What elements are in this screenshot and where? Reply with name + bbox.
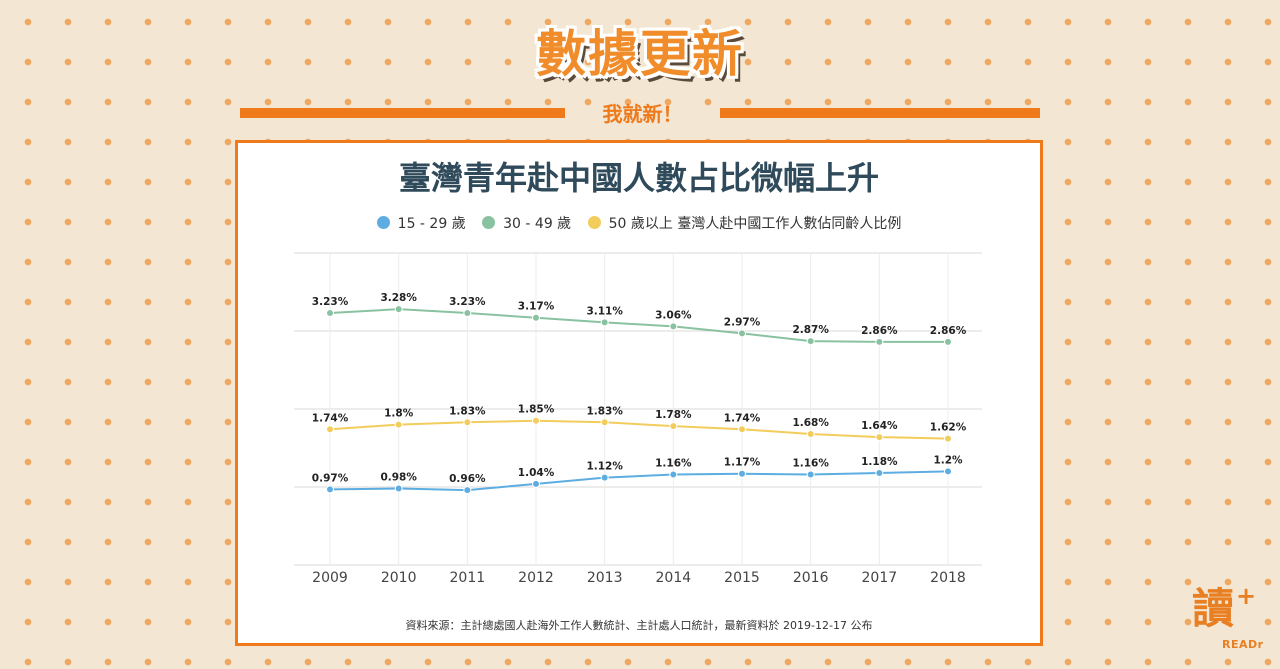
x-tick-label: 2017: [862, 570, 898, 586]
chart-card: 臺灣青年赴中國人數占比微幅上升 15 - 29 歲 30 - 49 歲 50 歲…: [235, 140, 1043, 646]
x-tick-label: 2018: [930, 570, 966, 586]
data-point: [532, 313, 540, 322]
data-label: 3.23%: [449, 296, 486, 308]
data-label: 1.83%: [449, 405, 486, 417]
legend-dot-icon: [587, 216, 601, 229]
data-point: [326, 425, 334, 434]
data-label: 1.16%: [792, 458, 829, 470]
legend-label: 30 - 49 歲: [503, 216, 572, 232]
data-point: [532, 416, 540, 425]
data-point: [532, 479, 540, 488]
data-label: 1.78%: [655, 409, 692, 421]
data-point: [738, 425, 746, 434]
chart-title: 臺灣青年赴中國人數占比微幅上升: [398, 159, 879, 197]
chart-legend: 15 - 29 歲 30 - 49 歲 50 歲以上 臺灣人赴中國工作人數佔同齡…: [238, 213, 1040, 233]
data-label: 1.64%: [861, 420, 898, 432]
x-tick-label: 2013: [587, 570, 623, 586]
data-label: 2.86%: [930, 325, 967, 337]
series-line: [329, 419, 949, 440]
legend-item-30-49: 30 - 49 歲: [482, 213, 571, 233]
data-point: [738, 469, 746, 478]
data-point: [394, 420, 403, 429]
data-point: [875, 433, 884, 442]
data-label: 2.87%: [792, 324, 829, 336]
data-label: 1.12%: [586, 461, 623, 473]
data-label: 2.86%: [861, 325, 898, 337]
x-tick-label: 2014: [656, 570, 692, 586]
data-point: [944, 434, 952, 443]
banner-rule-left: [240, 108, 565, 118]
x-tick-label: 2015: [724, 570, 760, 586]
data-label: 0.98%: [380, 472, 417, 484]
legend-item-50-plus: 50 歲以上 臺灣人赴中國工作人數佔同齡人比例: [587, 213, 902, 233]
data-point: [875, 337, 884, 346]
legend-label: 15 - 29 歲: [397, 216, 466, 232]
data-point: [806, 429, 815, 438]
data-point: [600, 418, 609, 427]
source-note: 資料來源：主計總處國人赴海外工作人數統計、主計處人口統計，最新資料於 2019-…: [405, 619, 873, 632]
legend-item-15-29: 15 - 29 歲: [376, 213, 466, 233]
data-label: 1.2%: [933, 454, 963, 466]
readr-logo-text: READr: [1222, 638, 1264, 651]
data-point: [944, 467, 952, 476]
data-label: 3.17%: [518, 301, 555, 313]
data-label: 1.62%: [930, 422, 967, 434]
data-point: [806, 337, 815, 346]
series-line: [329, 470, 949, 492]
data-label: 3.23%: [312, 296, 349, 308]
data-point: [669, 322, 678, 331]
data-label: 1.68%: [792, 417, 829, 429]
data-label: 1.74%: [312, 412, 349, 424]
x-tick-label: 2010: [381, 570, 417, 586]
legend-dot-icon: [482, 216, 496, 229]
data-label: 1.18%: [861, 456, 898, 468]
data-point: [669, 422, 678, 431]
data-point: [738, 329, 746, 338]
data-label: 1.8%: [384, 408, 414, 420]
data-label: 3.11%: [586, 305, 623, 317]
x-tick-label: 2011: [450, 570, 486, 586]
x-tick-label: 2016: [793, 570, 829, 586]
legend-dot-icon: [376, 216, 390, 229]
data-label: 3.06%: [655, 309, 692, 321]
data-point: [394, 305, 403, 314]
data-label: 1.16%: [655, 458, 692, 470]
data-point: [806, 470, 815, 479]
data-label: 1.83%: [586, 405, 623, 417]
data-label: 1.85%: [518, 404, 555, 416]
data-point: [669, 470, 678, 479]
data-point: [600, 473, 609, 482]
data-point: [600, 318, 609, 327]
banner-subtitle: 我就新！: [602, 102, 683, 126]
data-label: 1.17%: [724, 457, 761, 469]
series-line: [329, 308, 948, 343]
data-label: 1.74%: [724, 412, 761, 424]
data-point: [875, 468, 884, 477]
data-point: [326, 309, 334, 318]
readr-logo-plus: +: [1236, 582, 1257, 610]
data-point: [944, 337, 952, 346]
data-label: 1.04%: [518, 467, 555, 479]
data-point: [463, 418, 472, 427]
line-chart: 2009 2010 2011 2012 2013 2014 2015 2016 2017 2018…: [294, 252, 982, 586]
data-label: 0.97%: [312, 472, 349, 484]
x-tick-label: 2012: [518, 570, 554, 586]
data-point: [326, 485, 334, 494]
data-point: [463, 309, 472, 318]
data-point: [463, 486, 472, 495]
data-label: 2.97%: [724, 316, 761, 328]
banner-rule-right: [720, 108, 1040, 118]
data-label: 0.96%: [449, 473, 486, 485]
data-label: 3.28%: [380, 292, 417, 304]
data-point: [394, 484, 403, 493]
x-tick-label: 2009: [312, 570, 348, 586]
legend-label: 50 歲以上: [608, 216, 673, 232]
legend-caption: 臺灣人赴中國工作人數佔同齡人比例: [677, 216, 902, 232]
readr-logo: 讀: [1192, 584, 1235, 633]
banner-title: 數據更新: [536, 25, 744, 83]
